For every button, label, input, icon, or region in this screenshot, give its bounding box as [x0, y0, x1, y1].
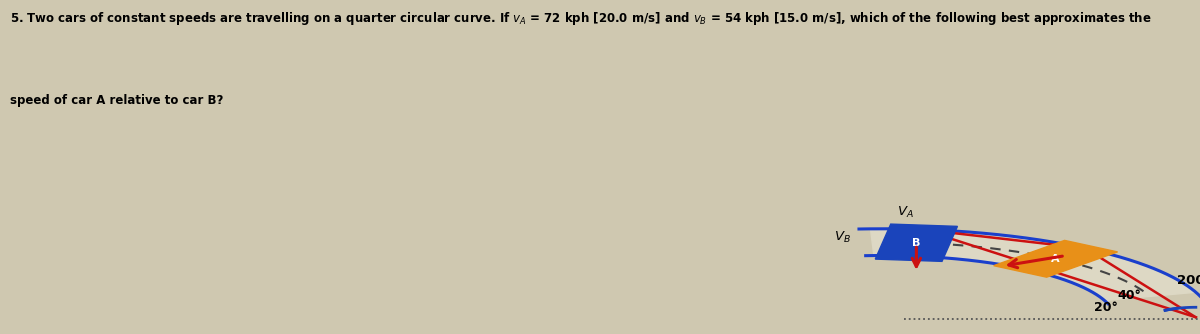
Text: 40°: 40°	[1118, 289, 1141, 302]
Text: 5. Two cars of constant speeds are travelling on a quarter circular curve. If $v: 5. Two cars of constant speeds are trave…	[10, 10, 1151, 27]
Polygon shape	[994, 240, 1117, 277]
Text: $V_B$: $V_B$	[834, 230, 851, 245]
Polygon shape	[870, 229, 1196, 301]
Text: 200 m: 200 m	[1176, 275, 1200, 288]
Text: speed of car A relative to car B?: speed of car A relative to car B?	[10, 94, 223, 107]
Text: B: B	[912, 238, 920, 248]
Text: A: A	[1051, 254, 1060, 264]
Text: $V_A$: $V_A$	[898, 205, 914, 220]
Polygon shape	[875, 224, 958, 262]
Text: 20°: 20°	[1094, 301, 1117, 314]
